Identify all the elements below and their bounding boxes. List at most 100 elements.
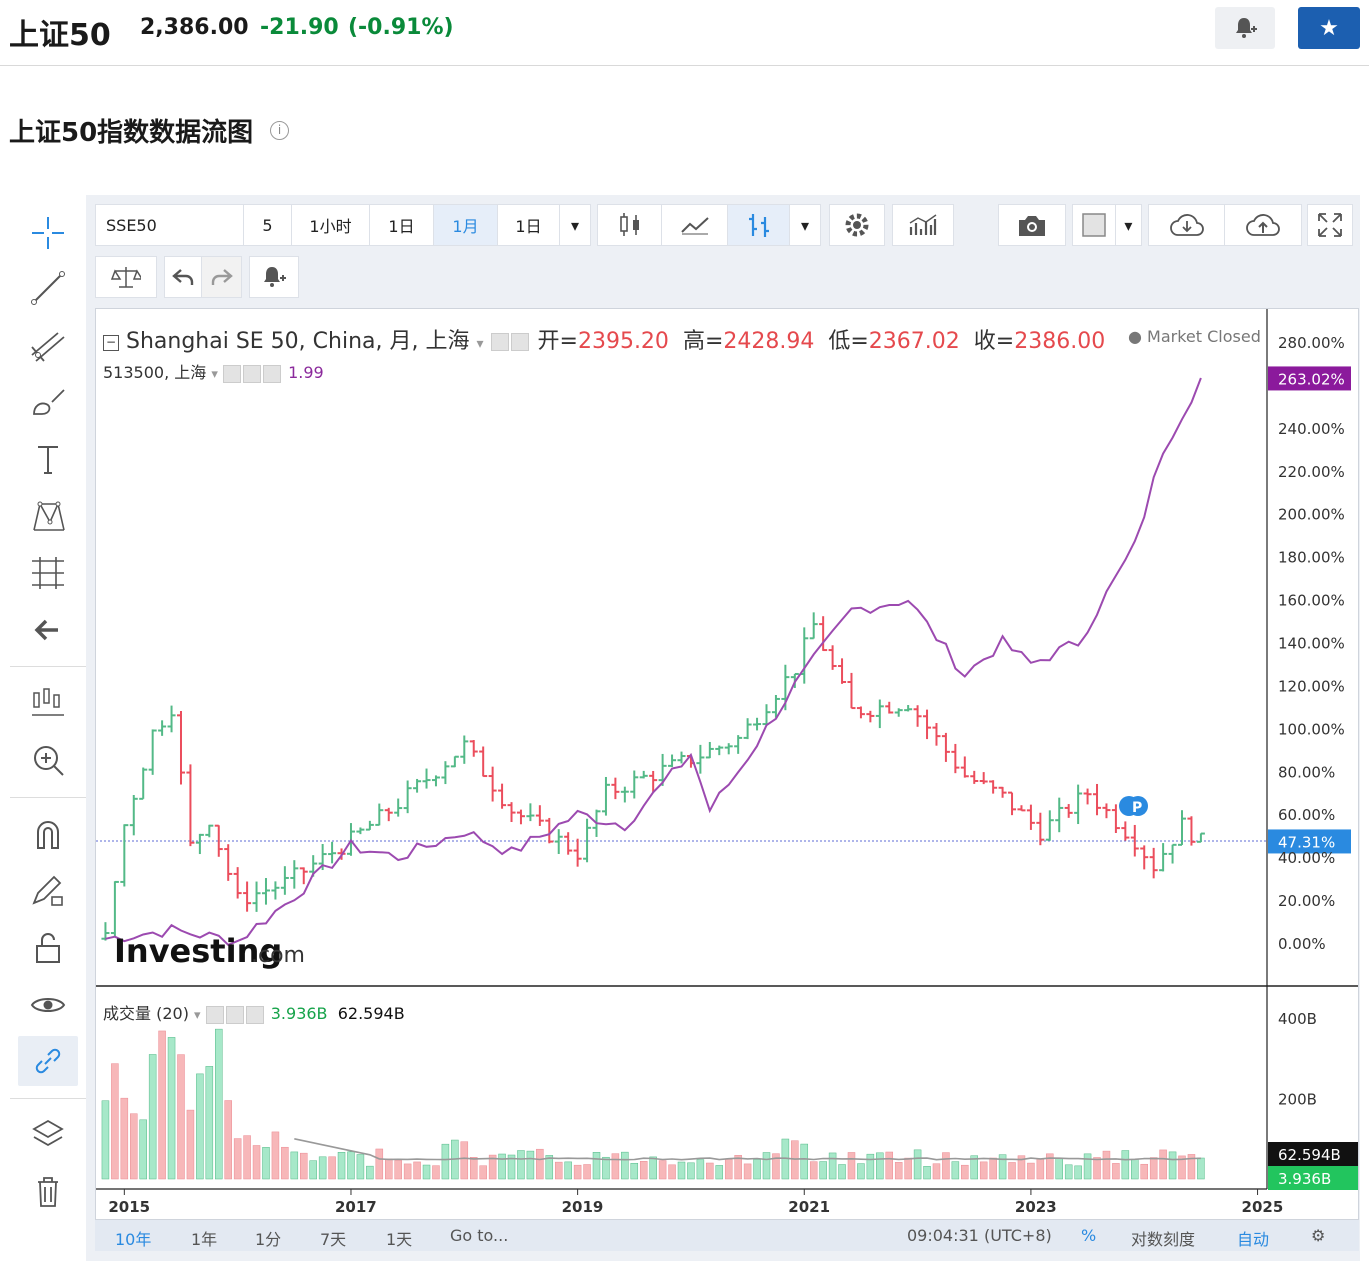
log-scale-toggle[interactable]: 对数刻度 (1131, 1230, 1196, 1249)
event-marker-icon[interactable]: P (1119, 796, 1148, 816)
volume-bar (724, 1159, 733, 1180)
lock-drawing-tool[interactable] (18, 866, 78, 916)
interval-dropdown[interactable]: 1日 (498, 205, 560, 245)
volume-ma-line (294, 1138, 1201, 1161)
goto-date-button[interactable]: Go to... (450, 1226, 509, 1245)
chevron-down-icon[interactable]: ▾ (194, 1008, 201, 1023)
ohlc-bar (460, 735, 469, 764)
zoom-tool[interactable] (18, 735, 78, 785)
bell-plus-icon (264, 267, 286, 287)
close-icon[interactable] (262, 364, 281, 383)
chart-data-tool[interactable] (18, 678, 78, 728)
chart-style-dropdown[interactable]: ▾ (800, 215, 810, 235)
fullscreen-button[interactable] (1308, 205, 1352, 245)
unlock-tool[interactable] (18, 923, 78, 973)
eye-icon[interactable] (222, 364, 241, 383)
volume-bar (469, 1157, 478, 1180)
ohlc-bar (120, 824, 129, 887)
ohlc-bar (1168, 843, 1177, 864)
link-tool[interactable] (18, 1036, 78, 1086)
chevron-down-icon[interactable]: ▾ (211, 367, 218, 382)
time-axis[interactable]: 2015 2017 2019 2021 2023 2025 (108, 1189, 1283, 1216)
gear-icon[interactable] (242, 364, 261, 383)
price-axis-tick: 200.00% (1278, 506, 1345, 524)
ohlc-bar (649, 770, 658, 793)
text-tool[interactable] (18, 434, 78, 484)
gear-icon[interactable] (225, 1005, 244, 1024)
line-chart-button[interactable] (662, 205, 728, 245)
load-layout-button[interactable] (1149, 205, 1225, 245)
range-1min[interactable]: 1分 (255, 1230, 282, 1249)
range-1d[interactable]: 1天 (386, 1230, 413, 1249)
eye-icon[interactable] (205, 1005, 224, 1024)
color-icon (1082, 213, 1106, 237)
fib-tool[interactable] (18, 548, 78, 598)
volume-bar (1197, 1157, 1205, 1180)
cloud-upload-icon (1246, 214, 1280, 236)
bars-button[interactable] (728, 205, 790, 245)
add-alert-button[interactable] (1215, 7, 1275, 49)
interval-1m[interactable]: 1月 (434, 205, 498, 245)
ohlc-bar (1064, 804, 1073, 818)
interval-1h[interactable]: 1小时 (292, 205, 370, 245)
snapshot-button[interactable] (999, 205, 1065, 245)
visibility-tool[interactable] (18, 980, 78, 1030)
chart-area[interactable] (95, 308, 1359, 1220)
volume-bar (498, 1153, 506, 1180)
volume-bar (300, 1152, 308, 1180)
delete-tool[interactable] (18, 1167, 78, 1217)
compare-price-label (1268, 366, 1351, 391)
back-tool[interactable] (18, 605, 78, 655)
pitchfork-tool[interactable] (18, 320, 78, 370)
range-1y[interactable]: 1年 (191, 1230, 218, 1249)
save-layout-button[interactable] (1225, 205, 1301, 245)
volume-bar (1083, 1153, 1092, 1180)
symbol-input[interactable]: SSE50 (96, 205, 244, 245)
volume-bar (252, 1145, 261, 1180)
create-alert-button[interactable] (250, 257, 298, 297)
eye-icon[interactable] (490, 333, 509, 351)
ohlc-bar (1159, 843, 1168, 872)
volume-axis[interactable]: 400B 200B 62.594B 3.936B (1268, 1010, 1358, 1190)
ohlc-bar (564, 832, 573, 855)
indicators-button[interactable] (893, 205, 953, 245)
page-header: 上证50 2,386.00 -21.90 (-0.91%) ★ (0, 0, 1369, 66)
ohlc-bar (365, 820, 374, 831)
candles-button[interactable] (598, 205, 662, 245)
chevron-down-icon[interactable]: ▾ (476, 336, 484, 352)
redo-button[interactable] (202, 257, 241, 297)
ohlc-bar (715, 745, 724, 756)
pencil-lock-icon (32, 875, 63, 906)
info-icon[interactable]: i (270, 121, 289, 140)
range-7d[interactable]: 7天 (320, 1230, 347, 1249)
brush-tool[interactable] (18, 377, 78, 427)
settings-button[interactable] (830, 205, 884, 245)
crosshair-tool[interactable] (18, 208, 78, 258)
volume-value: 3.936B (270, 1004, 328, 1023)
gear-icon[interactable]: ⚙ (1311, 1226, 1326, 1245)
price-axis[interactable]: 280.00% 263.02% 240.00% 220.00% 200.00% 180.0… (1268, 334, 1351, 953)
volume-bar (904, 1157, 912, 1180)
chevron-down-icon[interactable]: ▾ (570, 215, 580, 235)
open-label: 开= (537, 329, 578, 354)
trendline-tool[interactable] (18, 263, 78, 313)
range-10y[interactable]: 10年 (115, 1230, 152, 1249)
percent-toggle[interactable]: % (1081, 1226, 1097, 1245)
price-chart[interactable]: Investing .com P 280.00% 263.02% 240.00% 22… (96, 309, 1358, 1219)
compare-button[interactable] (96, 257, 156, 297)
gear-icon[interactable] (510, 333, 529, 351)
interval-5[interactable]: 5 (244, 205, 292, 245)
layers-tool[interactable] (18, 1110, 78, 1160)
auto-scale-toggle[interactable]: 自动 (1237, 1230, 1270, 1249)
undo-button[interactable] (165, 257, 203, 297)
watchlist-star-button[interactable]: ★ (1298, 7, 1360, 49)
time-axis-tick: 2017 (335, 1198, 377, 1216)
color-dropdown[interactable]: ▾ (1124, 215, 1133, 235)
pattern-tool[interactable] (18, 491, 78, 541)
magnet-tool[interactable] (18, 809, 78, 859)
close-icon[interactable] (245, 1005, 264, 1024)
collapse-icon[interactable]: − (103, 335, 119, 351)
volume-bar (460, 1141, 469, 1180)
interval-1d[interactable]: 1日 (370, 205, 434, 245)
color-button[interactable] (1073, 205, 1116, 245)
